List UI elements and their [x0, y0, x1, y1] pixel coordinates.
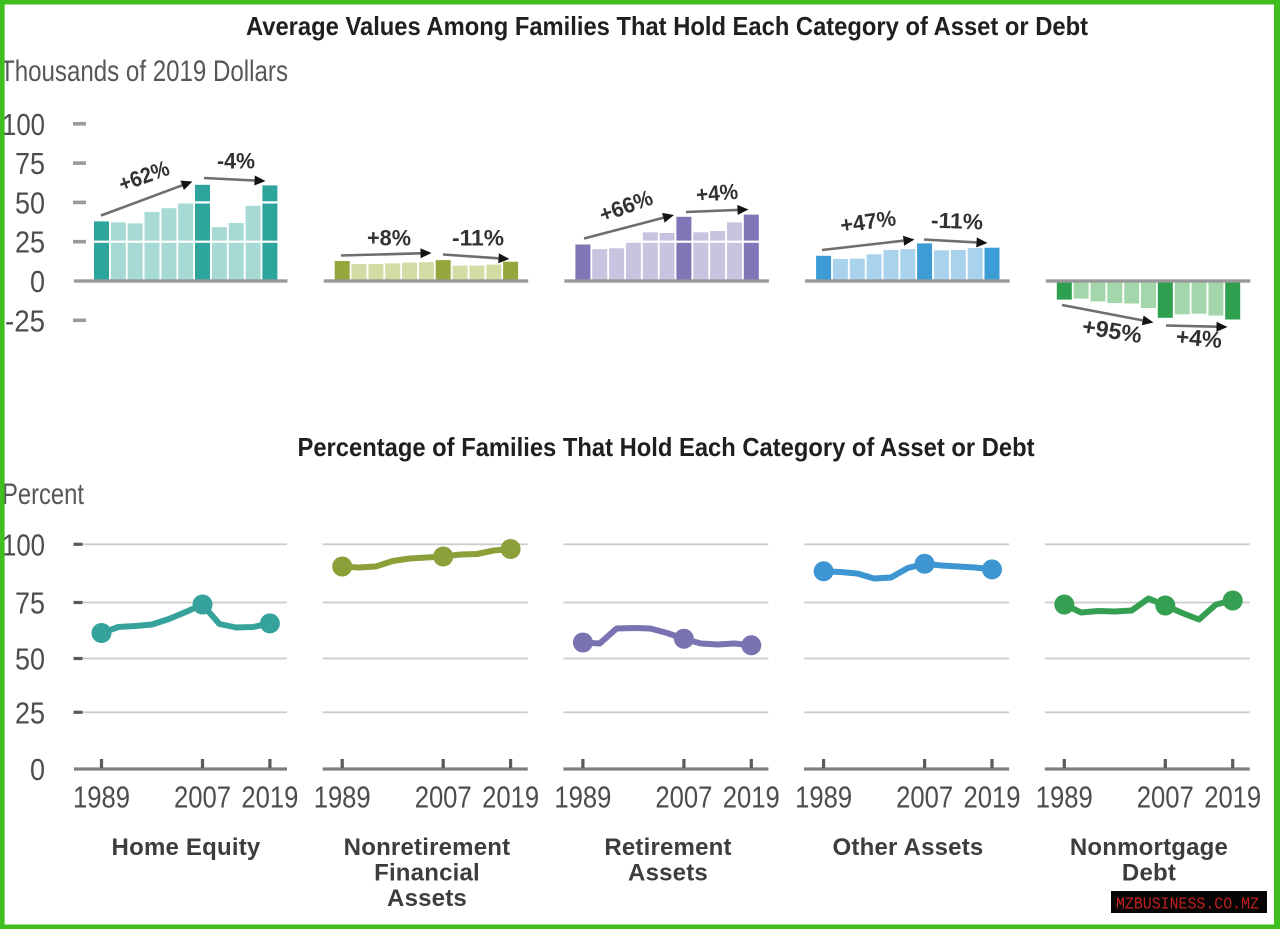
svg-text:2007: 2007 — [896, 780, 953, 815]
svg-text:+4%: +4% — [1175, 323, 1223, 353]
svg-text:25: 25 — [15, 225, 45, 260]
svg-text:2007: 2007 — [1137, 780, 1194, 815]
svg-text:+8%: +8% — [367, 226, 411, 251]
svg-text:25: 25 — [15, 695, 45, 730]
svg-text:2019: 2019 — [482, 780, 539, 815]
svg-text:-25: -25 — [5, 303, 45, 338]
svg-text:1989: 1989 — [795, 780, 852, 815]
svg-text:1989: 1989 — [1036, 780, 1093, 815]
svg-text:Thousands of 2019 Dollars: Thousands of 2019 Dollars — [0, 55, 288, 88]
svg-text:2019: 2019 — [241, 780, 298, 815]
svg-text:Retirement: Retirement — [604, 834, 731, 861]
svg-text:75: 75 — [15, 146, 45, 181]
svg-text:2007: 2007 — [174, 780, 231, 815]
svg-text:2019: 2019 — [964, 780, 1021, 815]
svg-text:Average Values Among Families: Average Values Among Families That Hold … — [246, 11, 1088, 41]
svg-text:2019: 2019 — [723, 780, 780, 815]
svg-text:100: 100 — [2, 527, 45, 562]
svg-text:Nonmortgage: Nonmortgage — [1070, 834, 1228, 861]
svg-text:-4%: -4% — [217, 149, 255, 174]
svg-text:Debt: Debt — [1122, 860, 1176, 887]
svg-text:MZBUSINESS.CO.MZ: MZBUSINESS.CO.MZ — [1116, 895, 1259, 914]
svg-text:1989: 1989 — [554, 780, 611, 815]
svg-text:0: 0 — [30, 264, 45, 299]
svg-text:-11%: -11% — [452, 226, 504, 251]
svg-text:0: 0 — [30, 752, 45, 787]
svg-text:1989: 1989 — [314, 780, 371, 815]
svg-text:Nonretirement: Nonretirement — [344, 834, 511, 861]
svg-text:2007: 2007 — [655, 780, 712, 815]
svg-text:Percentage of Families That Ho: Percentage of Families That Hold Each Ca… — [298, 432, 1035, 462]
svg-text:Assets: Assets — [387, 885, 467, 912]
svg-text:2019: 2019 — [1204, 780, 1261, 815]
svg-text:100: 100 — [2, 107, 45, 142]
svg-text:Other Assets: Other Assets — [833, 834, 984, 861]
svg-text:Assets: Assets — [628, 860, 708, 887]
svg-text:Home Equity: Home Equity — [112, 834, 261, 861]
svg-text:1989: 1989 — [73, 780, 130, 815]
svg-text:Financial: Financial — [374, 860, 480, 887]
svg-text:-11%: -11% — [931, 208, 984, 235]
svg-text:+4%: +4% — [695, 179, 739, 208]
svg-text:75: 75 — [15, 586, 45, 621]
svg-text:2007: 2007 — [415, 780, 472, 815]
svg-text:50: 50 — [15, 185, 45, 220]
svg-text:50: 50 — [15, 642, 45, 677]
svg-text:Percent: Percent — [2, 478, 85, 511]
